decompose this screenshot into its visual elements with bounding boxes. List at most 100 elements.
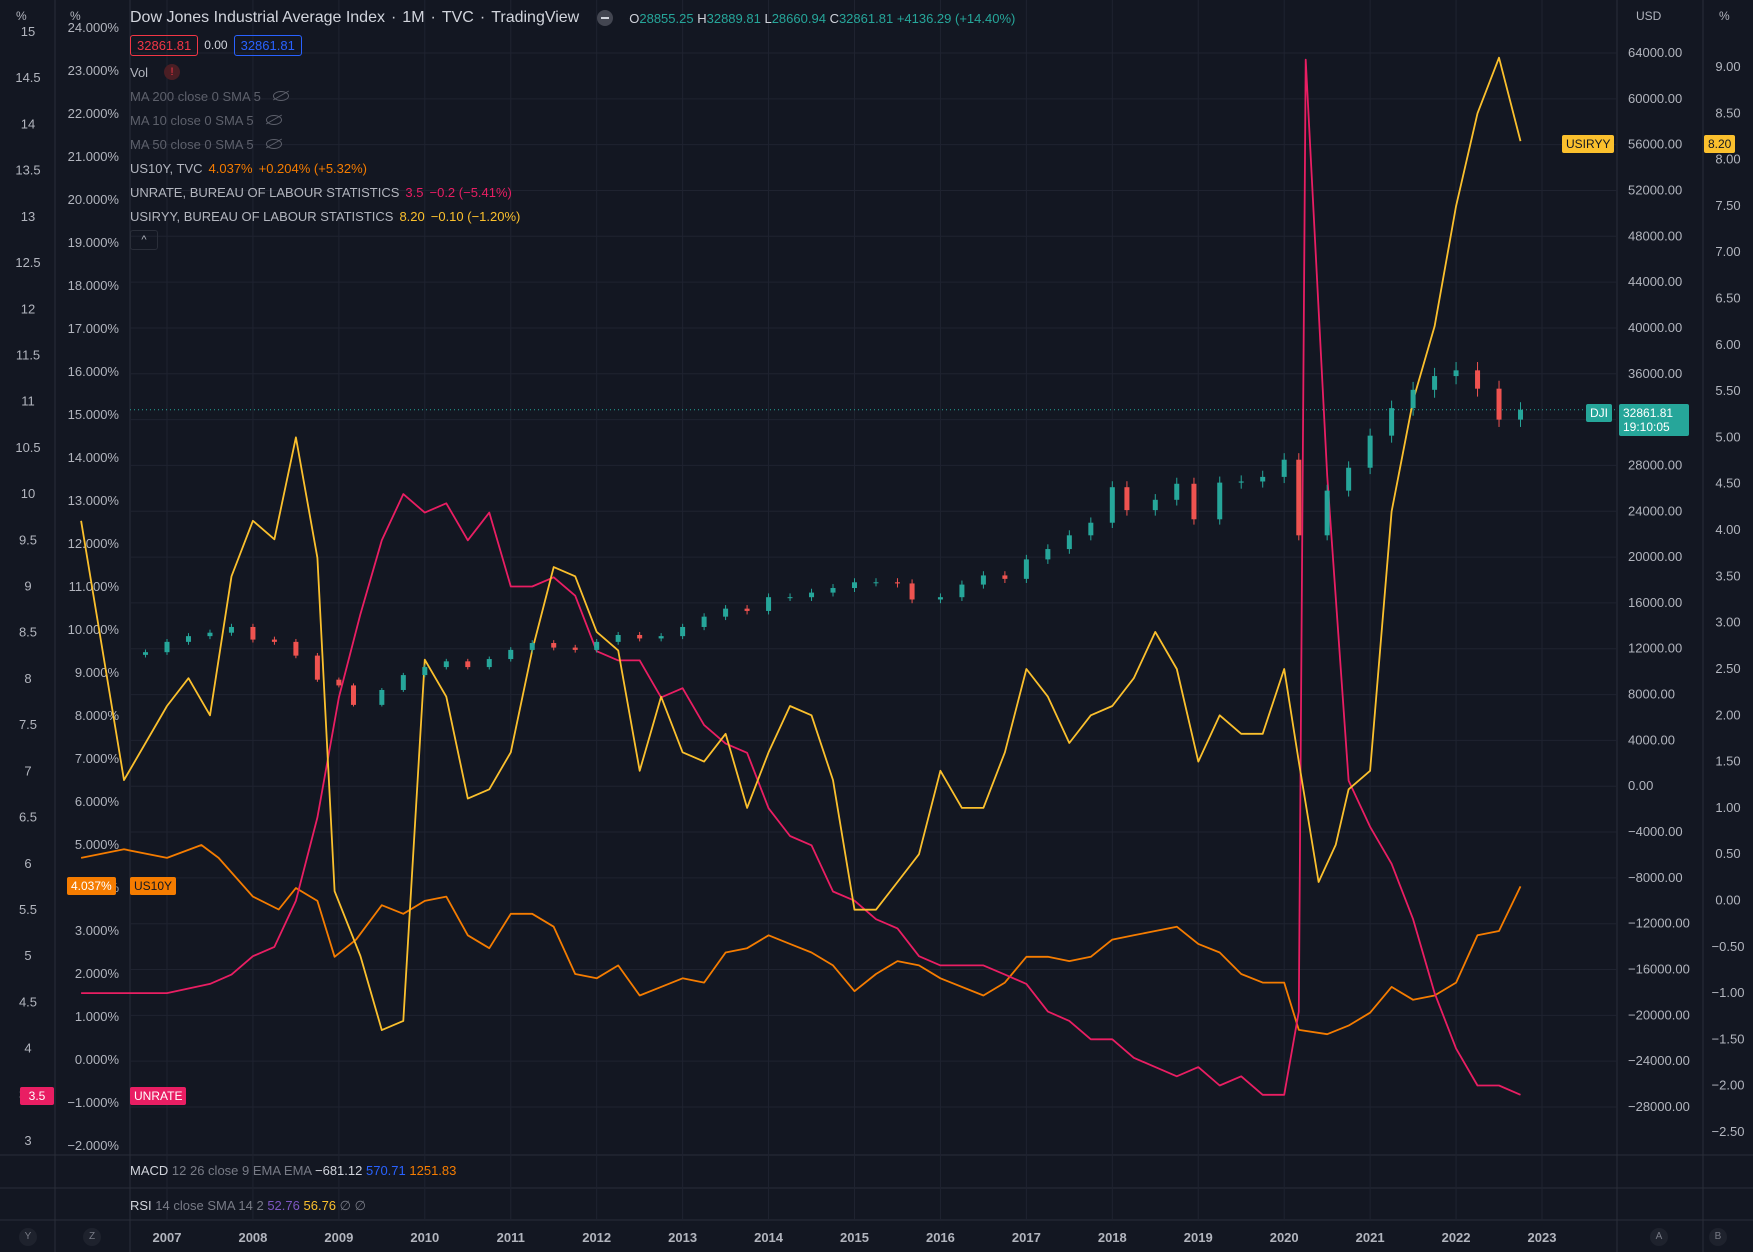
legend-ma50[interactable]: MA 50 close 0 SMA 5	[130, 132, 1015, 156]
usiryy-change: −0.10 (−1.20%)	[430, 208, 521, 224]
buy-button[interactable]: 32861.81	[233, 34, 302, 56]
candle-body	[1088, 522, 1094, 536]
candle-body	[1152, 499, 1158, 511]
sell-button[interactable]: 32861.81	[130, 34, 199, 56]
candle-body	[723, 608, 729, 617]
candle-body	[1191, 483, 1197, 520]
high-label: H	[697, 10, 707, 26]
candle-body	[164, 641, 170, 653]
legend-ma10[interactable]: MA 10 close 0 SMA 5	[130, 108, 1015, 132]
low-value: 28660.94	[771, 10, 826, 26]
candle-body	[1389, 408, 1395, 436]
axis-tick-label: 4.50	[1715, 476, 1740, 491]
usiryy-price-tag: 8.20	[1704, 135, 1736, 153]
trade-row: 32861.81 0.00 32861.81	[130, 30, 1015, 60]
axis-tick-label: −20000.00	[1628, 1007, 1690, 1022]
rsi-na-values: ∅ ∅	[339, 1198, 366, 1213]
axis-tick-label: 28000.00	[1628, 457, 1682, 472]
candle-body	[228, 626, 234, 633]
candle-body	[1518, 409, 1524, 420]
axis-tick-label: 5.000%	[75, 837, 120, 852]
unrate-name: UNRATE, BUREAU OF LABOUR STATISTICS	[130, 184, 400, 200]
candle-body	[336, 679, 342, 686]
axis-tick-label: 7.50	[1715, 198, 1740, 213]
macd-params: 12 26 close 9 EMA EMA	[171, 1163, 312, 1178]
axis-tick-label: 5	[24, 948, 31, 963]
axis-tick-label: 22.000%	[68, 106, 120, 121]
separator-dot: ·	[390, 9, 397, 26]
a-axis-button[interactable]: A	[1650, 1228, 1668, 1246]
axis-tick-label: 20000.00	[1628, 549, 1682, 564]
alert-icon[interactable]: !	[164, 64, 181, 80]
ohlc-values: O28855.25 H32889.81 L28660.94 C32861.81 …	[629, 11, 1015, 26]
candle-body	[1296, 459, 1302, 536]
rsi-legend[interactable]: RSI 14 close SMA 14 2 52.76 56.76 ∅ ∅	[130, 1198, 366, 1214]
axis-tick-label: 0.00	[1715, 892, 1740, 907]
candle-body	[572, 647, 578, 650]
macd-name: MACD	[130, 1163, 169, 1178]
dji-price-tag: 32861.81 19:10:05	[1619, 404, 1689, 436]
close-label: C	[829, 10, 839, 26]
axis-tick-label: 4000.00	[1628, 732, 1675, 747]
candle-body	[830, 588, 836, 593]
axis-tick-label: 14.000%	[68, 450, 120, 465]
dji-countdown: 19:10:05	[1623, 420, 1670, 434]
symbol-title[interactable]: Dow Jones Industrial Average Index	[130, 9, 385, 26]
axis-tick-label: 56000.00	[1628, 137, 1682, 152]
candle-body	[637, 634, 643, 639]
legend-us10y[interactable]: US10Y, TVC 4.037% +0.204% (+5.32%)	[130, 156, 1015, 180]
axis-tick-label: −1.50	[1712, 1031, 1745, 1046]
hidden-eye-icon[interactable]	[272, 91, 289, 101]
axis-tick-label: 13.000%	[68, 493, 120, 508]
interval-label[interactable]: 1M	[402, 9, 425, 26]
hidden-eye-icon[interactable]	[265, 139, 282, 149]
axis-tick-label: 0.50	[1715, 846, 1740, 861]
axis-tick-label: 5.5	[19, 902, 37, 917]
collapse-legend-icon[interactable]: ^	[130, 230, 158, 250]
separator-dot: ·	[430, 9, 436, 26]
candle-body	[787, 597, 793, 599]
x-axis-tick-label: 2014	[754, 1230, 784, 1245]
axis-tick-label: −4000.00	[1628, 824, 1683, 839]
rsi-name: RSI	[130, 1198, 152, 1213]
candle-body	[508, 649, 514, 660]
legend-unrate[interactable]: UNRATE, BUREAU OF LABOUR STATISTICS 3.5 …	[130, 180, 1015, 204]
minimize-icon[interactable]	[597, 10, 614, 26]
axis-tick-label: 8	[24, 671, 31, 686]
candle-body	[379, 689, 385, 705]
axis-tick-label: 15	[21, 24, 35, 39]
axis-tick-label: −12000.00	[1628, 916, 1690, 931]
legend-vol[interactable]: Vol !	[130, 60, 1015, 84]
chart-legend: Dow Jones Industrial Average Index · 1M …	[130, 6, 1015, 252]
legend-usiryy[interactable]: USIRYY, BUREAU OF LABOUR STATISTICS 8.20…	[130, 204, 1015, 228]
axis-tick-label: 8.00	[1715, 152, 1740, 167]
candle-body	[1002, 575, 1008, 579]
candle-body	[744, 608, 750, 611]
low-label: L	[764, 10, 772, 26]
b-axis-button[interactable]: B	[1709, 1228, 1727, 1246]
axis-tick-label: 12000.00	[1628, 641, 1682, 656]
y-axis-button[interactable]: Y	[19, 1228, 37, 1246]
x-axis-tick-label: 2008	[238, 1230, 267, 1245]
axis-tick-label: 11	[21, 394, 35, 409]
axis-tick-label: 15.000%	[68, 407, 120, 422]
x-axis-tick-label: 2012	[582, 1230, 611, 1245]
axis-tick-label: 24.000%	[68, 20, 120, 35]
axis-tick-label: 9	[24, 579, 31, 594]
candle-body	[959, 584, 965, 598]
macd-legend[interactable]: MACD 12 26 close 9 EMA EMA −681.12 570.7…	[130, 1163, 456, 1178]
axis-tick-label: 16000.00	[1628, 595, 1682, 610]
axis-tick-label: 16.000%	[68, 364, 120, 379]
candle-body	[1045, 549, 1051, 560]
axis-tick-label: 36000.00	[1628, 366, 1682, 381]
us10y-series-tag: US10Y	[130, 877, 177, 895]
candle-body	[615, 634, 621, 642]
x-axis-tick-label: 2015	[840, 1230, 869, 1245]
axis-tick-label: 7	[24, 763, 31, 778]
axis-tick-label: 14	[21, 116, 35, 131]
legend-ma200[interactable]: MA 200 close 0 SMA 5	[130, 84, 1015, 108]
hidden-eye-icon[interactable]	[265, 115, 282, 125]
z-axis-button[interactable]: Z	[83, 1228, 101, 1246]
axis-tick-label: 4.5	[19, 994, 37, 1009]
